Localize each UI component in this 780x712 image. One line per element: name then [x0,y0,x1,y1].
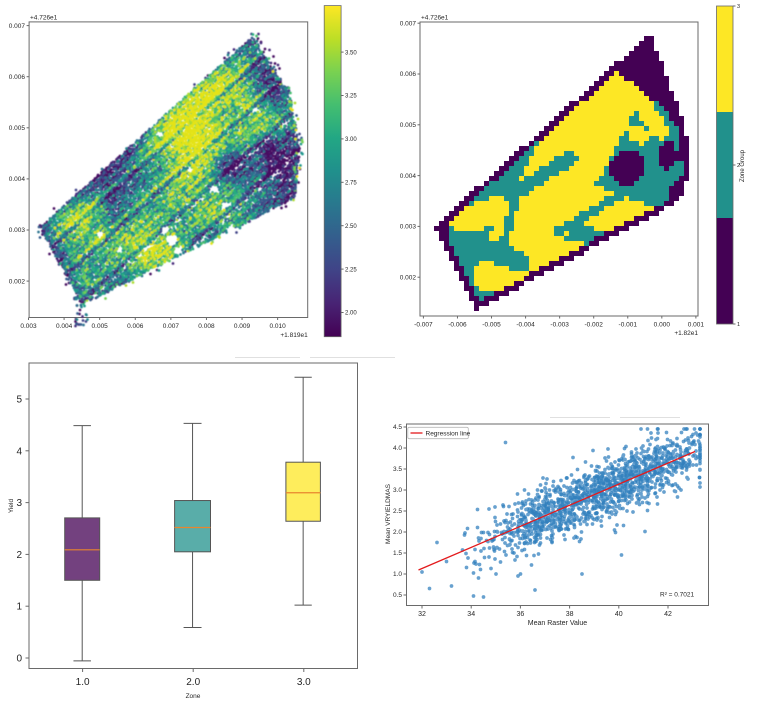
svg-text:0.009: 0.009 [234,323,251,330]
svg-text:0.007: 0.007 [9,23,26,30]
svg-text:-0.004: -0.004 [516,322,535,329]
svg-text:0.004: 0.004 [400,173,417,180]
svg-text:0.008: 0.008 [198,323,215,330]
svg-text:0.003: 0.003 [400,224,417,231]
svg-text:34: 34 [467,611,475,618]
svg-text:2.50: 2.50 [345,224,357,230]
svg-text:2.75: 2.75 [345,181,357,187]
svg-text:-0.003: -0.003 [550,322,569,329]
svg-text:0.006: 0.006 [400,71,417,78]
svg-text:+1.82e1: +1.82e1 [674,330,698,337]
svg-text:0.5: 0.5 [393,592,402,599]
svg-text:4.0: 4.0 [393,445,402,452]
svg-text:2.25: 2.25 [345,267,357,273]
svg-text:1.5: 1.5 [393,550,402,557]
svg-text:Zone: Zone [186,693,201,700]
svg-text:32: 32 [418,611,426,618]
svg-text:2.0: 2.0 [186,677,200,688]
svg-text:-0.007: -0.007 [414,322,433,329]
svg-text:36: 36 [517,611,525,618]
svg-text:0.002: 0.002 [9,278,26,285]
svg-text:0.004: 0.004 [56,323,73,330]
svg-text:Mean VRYIELDMAS: Mean VRYIELDMAS [385,483,392,544]
svg-text:R² = 0.7021: R² = 0.7021 [660,592,695,599]
svg-text:2.00: 2.00 [345,311,357,317]
svg-text:-0.001: -0.001 [619,322,638,329]
svg-text:Zone Group: Zone Group [740,149,746,182]
svg-text:40: 40 [615,611,623,618]
svg-text:5: 5 [16,395,22,406]
svg-text:0.007: 0.007 [163,323,180,330]
svg-text:-0.006: -0.006 [448,322,467,329]
svg-text:0.002: 0.002 [400,274,417,281]
svg-text:0.006: 0.006 [9,74,26,81]
svg-text:1.0: 1.0 [76,677,90,688]
svg-text:1: 1 [16,602,22,613]
svg-text:4: 4 [16,446,22,457]
svg-text:3.0: 3.0 [393,487,402,494]
svg-text:Yield: Yield [8,499,15,514]
svg-text:1.0: 1.0 [393,571,402,578]
svg-text:0.000: 0.000 [654,322,671,329]
svg-text:2.5: 2.5 [393,508,402,515]
svg-text:Mean Raster Value: Mean Raster Value [528,620,588,627]
svg-text:+4.726e1: +4.726e1 [30,15,58,22]
svg-text:3: 3 [737,4,740,10]
svg-text:0.003: 0.003 [20,323,37,330]
svg-text:-0.005: -0.005 [482,322,501,329]
svg-text:0.004: 0.004 [9,176,26,183]
svg-text:Regression line: Regression line [426,431,471,438]
svg-text:0: 0 [16,654,22,665]
svg-text:-0.002: -0.002 [584,322,603,329]
svg-text:3.25: 3.25 [345,94,357,100]
svg-text:3.0: 3.0 [297,677,311,688]
svg-text:0.003: 0.003 [9,227,26,234]
svg-text:0.005: 0.005 [92,323,109,330]
svg-text:+4.726e1: +4.726e1 [421,15,449,22]
svg-text:2: 2 [737,163,740,169]
svg-text:42: 42 [664,611,672,618]
svg-text:3: 3 [16,498,22,509]
svg-text:38: 38 [566,611,574,618]
svg-text:+1.819e1: +1.819e1 [280,332,308,339]
svg-text:0.007: 0.007 [400,20,417,27]
svg-text:0.001: 0.001 [688,322,705,329]
svg-text:2.0: 2.0 [393,529,402,536]
svg-text:0.005: 0.005 [400,122,417,129]
svg-text:2: 2 [16,550,22,561]
svg-text:0.006: 0.006 [127,323,144,330]
svg-text:0.010: 0.010 [269,323,286,330]
svg-text:3.5: 3.5 [393,466,402,473]
svg-text:0.005: 0.005 [9,125,26,132]
svg-text:3.50: 3.50 [345,50,357,56]
svg-text:3.00: 3.00 [345,137,357,143]
svg-text:4.5: 4.5 [393,424,402,431]
svg-text:1: 1 [737,322,740,328]
